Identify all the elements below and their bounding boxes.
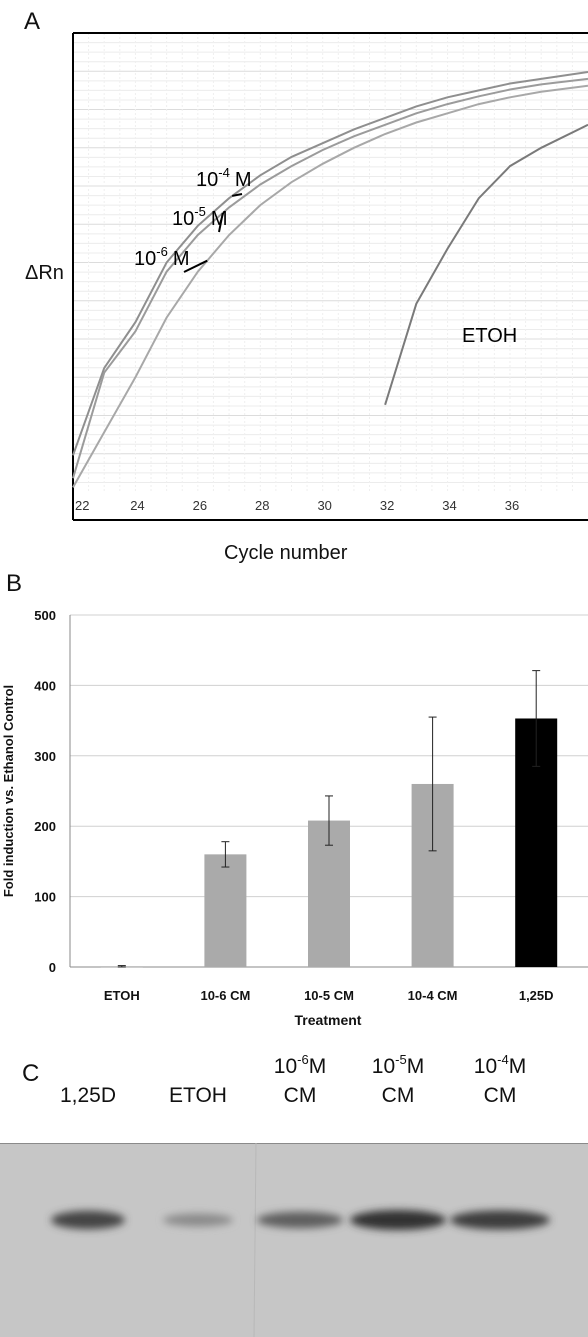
series-line	[72, 84, 588, 488]
x-tick-label: 22	[75, 498, 89, 513]
blot-lane-labels: 1,25D ETOH 10-6M CM 10-5M CM 10-4M CM	[0, 1046, 588, 1136]
y-tick-label: 300	[34, 749, 56, 764]
panel-a-ylabel: ΔRn	[25, 262, 64, 284]
panel-a-letter: A	[24, 8, 41, 35]
lane-concentration: 10-5M	[371, 1052, 425, 1078]
blot-lane-label: 1,25D	[33, 1046, 143, 1110]
series-leader-line	[183, 259, 208, 273]
lane-concentration	[33, 1046, 143, 1074]
blot-lane-label: 10-4M CM	[445, 1046, 555, 1110]
lane-name: CM	[381, 1084, 415, 1107]
series-leader-line	[218, 212, 224, 233]
series-label-etoh: ETOH	[462, 325, 517, 347]
y-tick-label: 500	[34, 608, 56, 623]
blot-lane-label: 10-6M CM	[245, 1046, 355, 1110]
lane-name: ETOH	[169, 1084, 227, 1107]
blot-band	[257, 1211, 343, 1229]
lane-concentration: 10-4M	[473, 1052, 527, 1078]
category-label: ETOH	[104, 988, 140, 1003]
x-tick-label: 24	[130, 498, 144, 513]
y-tick-label: 100	[34, 890, 56, 905]
panel-c-letter: C	[22, 1060, 40, 1087]
x-tick-label: 28	[255, 498, 269, 513]
blot-membrane	[0, 1143, 588, 1337]
blot-band	[450, 1210, 550, 1230]
series-line	[72, 77, 588, 479]
x-tick-label: 30	[317, 498, 331, 513]
x-tick-label: 36	[505, 498, 519, 513]
y-tick-label: 400	[34, 678, 56, 693]
blot-band	[163, 1213, 233, 1227]
category-label: 10-4 CM	[408, 988, 458, 1003]
category-label: 10-6 CM	[200, 988, 250, 1003]
blot-lane-label: 10-5M CM	[343, 1046, 453, 1110]
y-axis-title: Fold induction vs. Ethanol Control	[1, 685, 16, 897]
blot-crease	[253, 1143, 257, 1337]
panel-a-xlabel: Cycle number	[224, 542, 348, 564]
series-leader-line	[231, 193, 243, 197]
x-tick-label: 26	[193, 498, 207, 513]
lane-name: CM	[483, 1084, 517, 1107]
lane-name: 1,25D	[59, 1084, 117, 1107]
series-label: 10-6 M	[134, 244, 189, 270]
x-tick-label: 34	[442, 498, 456, 513]
series-line	[384, 123, 588, 406]
category-label: 1,25D	[519, 988, 554, 1003]
lane-name: CM	[283, 1084, 317, 1107]
lane-concentration	[143, 1046, 253, 1074]
western-blot	[0, 1143, 588, 1337]
bar	[204, 854, 247, 967]
series-label: 10-4 M	[196, 165, 251, 191]
series-line	[72, 71, 588, 456]
y-tick-label: 200	[34, 819, 56, 834]
panel-b-chart: 0 100 200 300 400 500 ETOH 10-6 CM 10-5 CM 10-4 C…	[1, 608, 588, 1028]
x-axis-title: Treatment	[295, 1012, 362, 1028]
blot-band	[350, 1210, 446, 1230]
x-tick-label: 32	[380, 498, 394, 513]
blot-band	[51, 1210, 125, 1230]
blot-lane-label: ETOH	[143, 1046, 253, 1110]
panel-b-letter: B	[6, 570, 23, 597]
category-label: 10-5 CM	[304, 988, 354, 1003]
lane-concentration: 10-6M	[273, 1052, 327, 1078]
y-tick-label: 0	[49, 960, 56, 975]
